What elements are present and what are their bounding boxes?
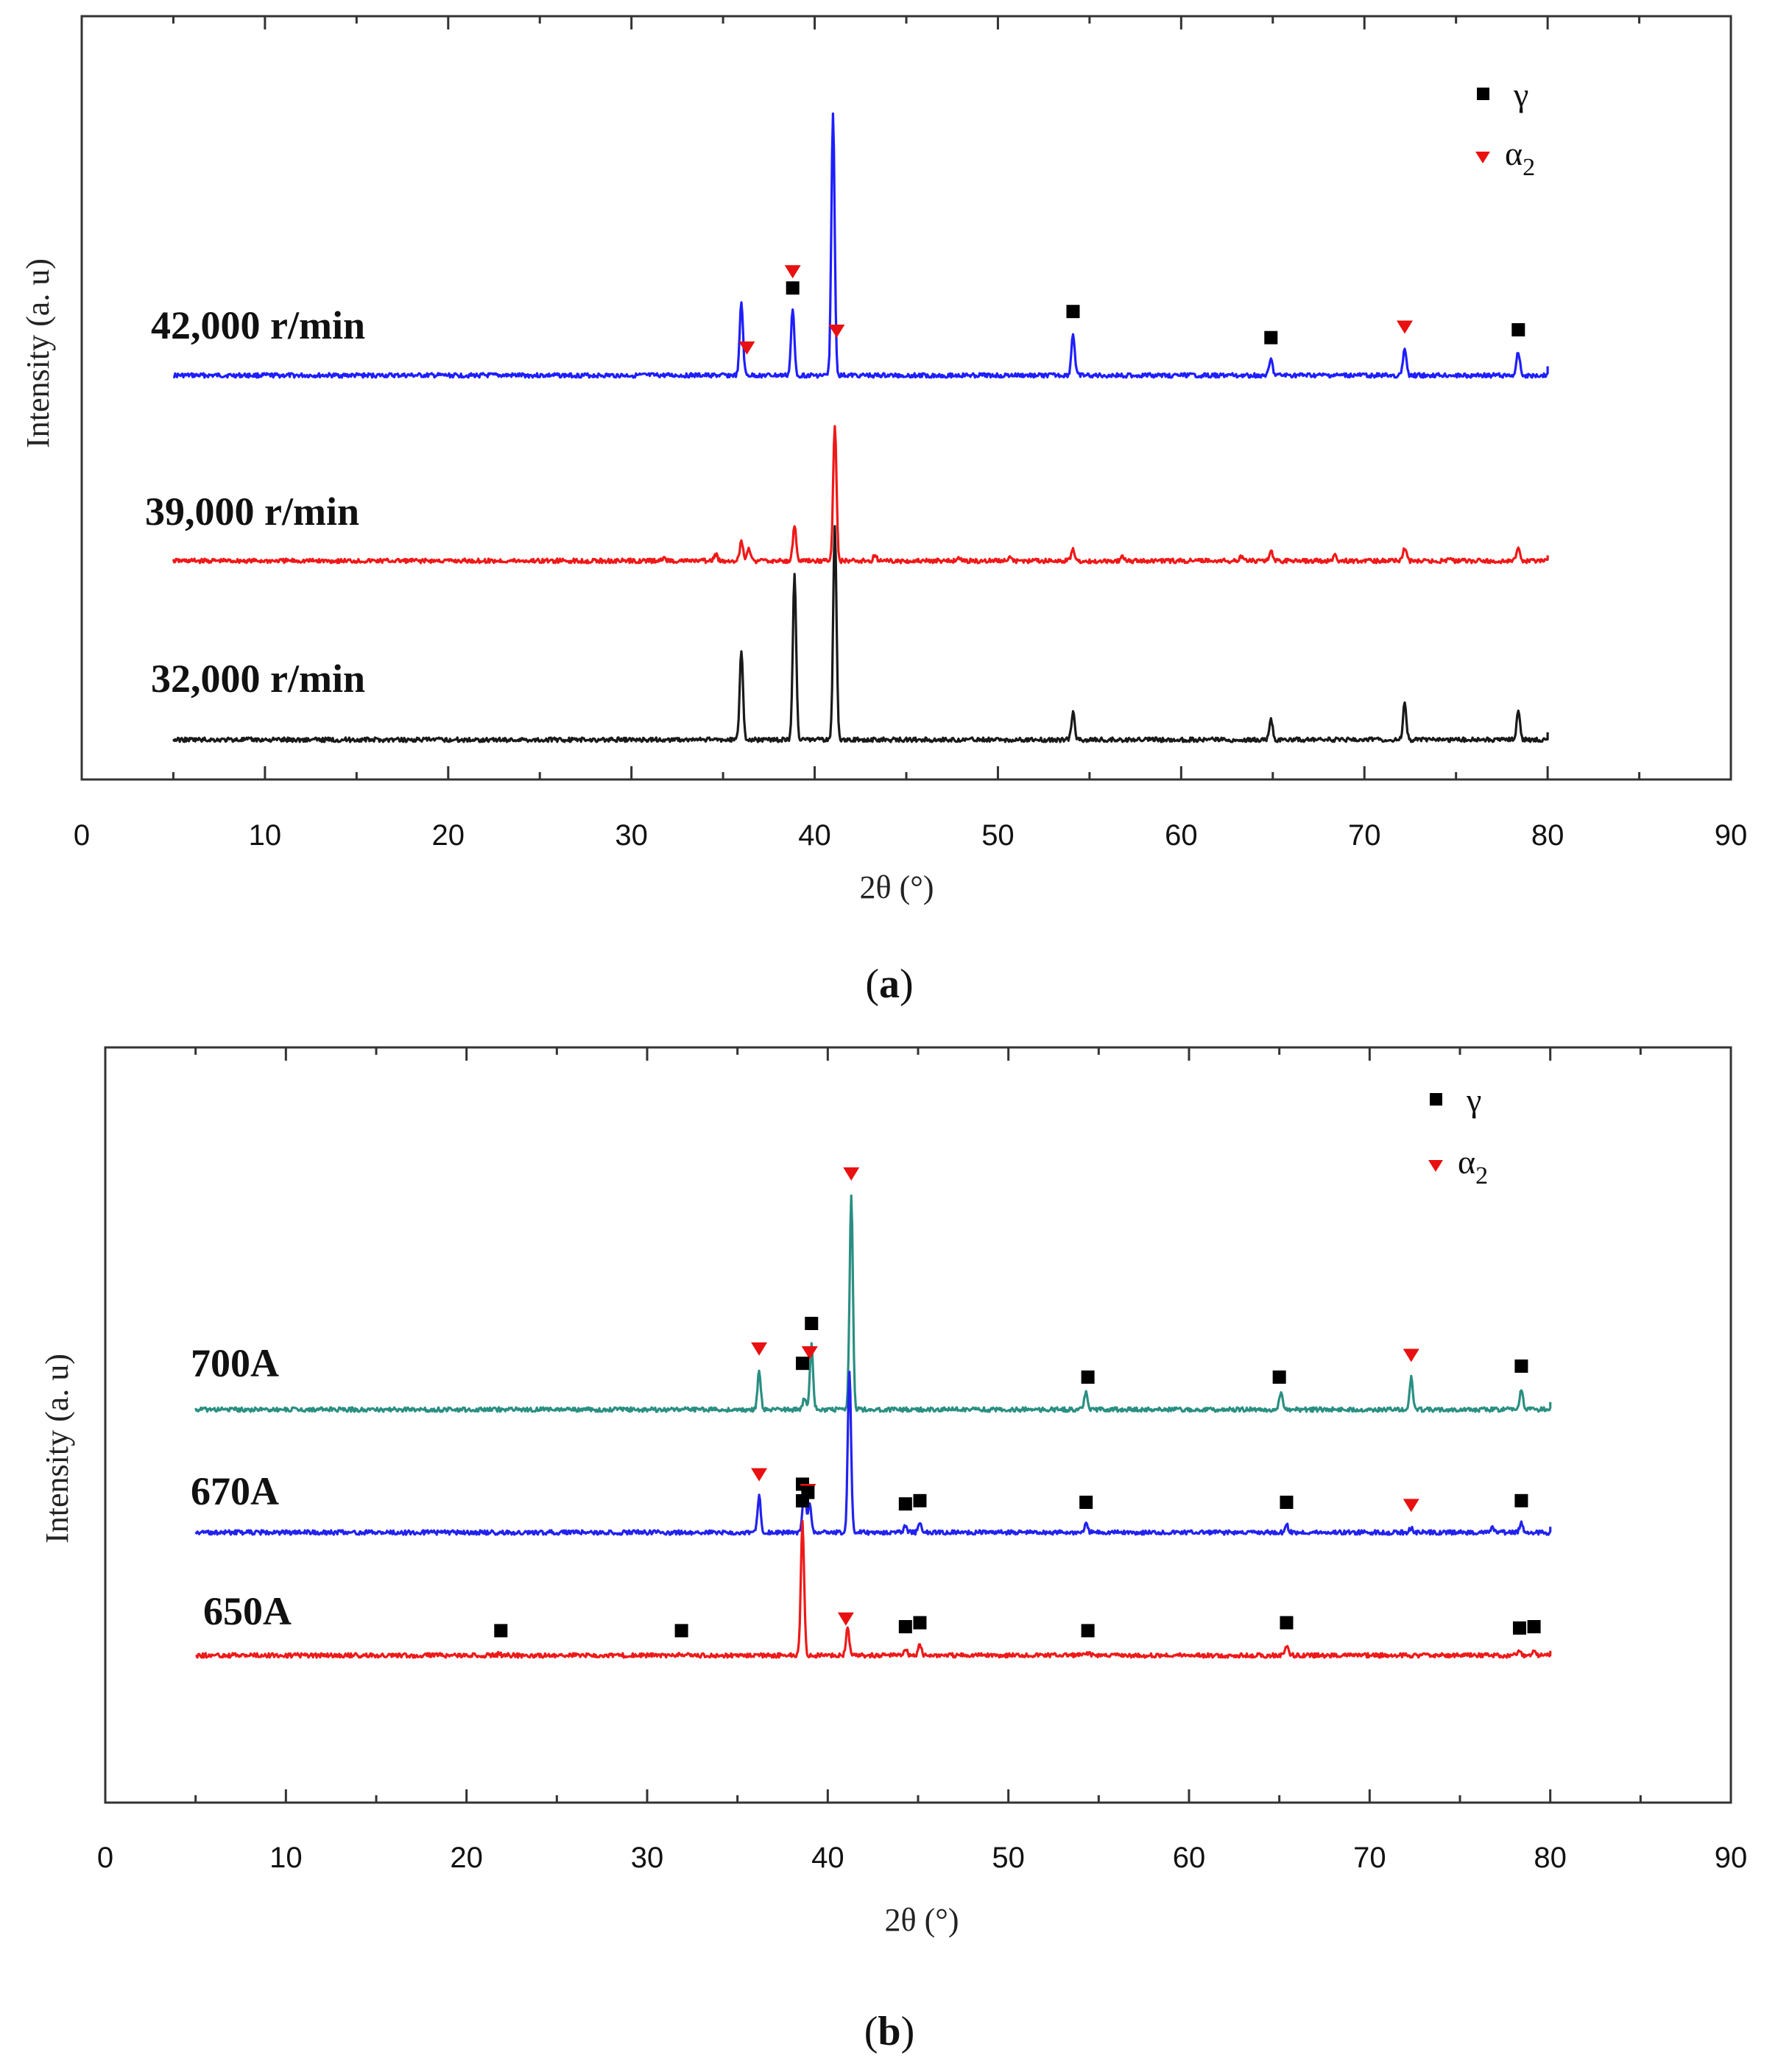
gamma-peak-marker <box>1511 323 1525 337</box>
gamma-peak-marker <box>674 1624 688 1638</box>
x-tick-label: 80 <box>1534 1842 1567 1874</box>
alpha2-peak-marker <box>784 265 801 279</box>
legend-gamma-label: γ <box>1513 76 1528 113</box>
legend-alpha2-label: α2 <box>1505 135 1535 181</box>
series-label: 650A <box>203 1589 292 1633</box>
x-tick-label: 60 <box>1165 819 1198 852</box>
gamma-peak-marker <box>1514 1359 1528 1373</box>
x-tick-label: 10 <box>269 1842 303 1874</box>
y-axis-title: Intensity (a. u) <box>20 258 56 448</box>
gamma-peak-marker <box>786 281 800 295</box>
x-tick-label: 70 <box>1353 1842 1386 1874</box>
gamma-peak-marker <box>1514 1493 1528 1507</box>
gamma-peak-marker <box>1512 1621 1526 1635</box>
legend-gamma-marker <box>1430 1093 1442 1106</box>
gamma-peak-marker <box>494 1624 508 1638</box>
alpha2-peak-marker <box>837 1612 854 1626</box>
gamma-peak-marker <box>1081 1624 1095 1638</box>
series-line <box>173 112 1549 379</box>
x-tick-label: 40 <box>811 1842 844 1874</box>
gamma-peak-marker <box>1280 1496 1294 1509</box>
x-tick-label: 90 <box>1715 819 1748 852</box>
x-tick-label: 30 <box>615 819 648 852</box>
gamma-peak-marker <box>898 1620 912 1633</box>
series-line <box>194 1371 1552 1536</box>
panel-b-chart: 0 10 20 30 40 50 60 70 80 90 700A 670A 650A γ α2 Int… <box>39 1046 1748 1938</box>
alpha2-peak-marker <box>751 1468 768 1482</box>
x-tick-label: 90 <box>1715 1842 1748 1874</box>
alpha2-peak-marker <box>1403 1499 1419 1513</box>
alpha2-peak-marker <box>801 1346 818 1360</box>
alpha2-peak-marker <box>1403 1348 1419 1362</box>
caption-b: (b) <box>864 2009 914 2054</box>
y-axis-title: Intensity (a. u) <box>39 1354 75 1544</box>
gamma-peak-marker <box>913 1493 927 1507</box>
gamma-peak-marker <box>913 1616 927 1630</box>
alpha2-peak-marker <box>828 324 845 338</box>
series-line <box>194 1194 1552 1413</box>
legend-alpha2-label: α2 <box>1458 1143 1488 1189</box>
x-tick-label: 70 <box>1348 819 1381 852</box>
gamma-peak-marker <box>795 1494 809 1507</box>
gamma-peak-marker <box>805 1316 819 1330</box>
alpha2-peak-marker <box>751 1342 768 1356</box>
plot-frame <box>104 1046 1732 1804</box>
series-line <box>172 425 1549 565</box>
series-label: 670A <box>191 1469 279 1513</box>
gamma-peak-marker <box>1280 1616 1294 1630</box>
x-tick-label: 10 <box>249 819 282 852</box>
series-label: 32,000 r/min <box>151 657 365 701</box>
legend-gamma-label: γ <box>1466 1081 1481 1119</box>
gamma-peak-marker <box>1066 305 1080 319</box>
x-axis-title: 2θ (°) <box>860 869 934 905</box>
legend-alpha2-marker <box>1428 1160 1443 1172</box>
gamma-peak-marker <box>1527 1620 1541 1633</box>
gamma-peak-marker <box>795 1357 809 1371</box>
x-axis-title: 2θ (°) <box>885 1902 959 1938</box>
legend-alpha2-marker <box>1475 152 1490 163</box>
alpha2-peak-marker <box>738 341 755 355</box>
alpha2-peak-marker <box>843 1167 860 1181</box>
x-tick-label: 0 <box>74 819 90 852</box>
gamma-peak-marker <box>1264 330 1278 344</box>
panel-a-chart: 0 10 20 30 40 50 60 70 80 90 42,000 r/min 39,000 r… <box>20 15 1748 905</box>
x-tick-label: 50 <box>981 819 1015 852</box>
x-tick-label: 30 <box>631 1842 664 1874</box>
gamma-peak-marker <box>1081 1370 1095 1384</box>
series-label: 42,000 r/min <box>151 303 365 347</box>
x-tick-label: 0 <box>97 1842 113 1874</box>
x-tick-label: 60 <box>1173 1842 1206 1874</box>
caption-a: (a) <box>865 961 913 1007</box>
series-label: 700A <box>191 1341 279 1385</box>
gamma-peak-marker <box>1272 1370 1286 1384</box>
x-tick-label: 20 <box>450 1842 483 1874</box>
x-tick-label: 50 <box>992 1842 1025 1874</box>
legend-gamma-marker <box>1477 88 1489 100</box>
gamma-peak-marker <box>1079 1496 1093 1509</box>
gamma-peak-marker <box>898 1497 912 1511</box>
series-label: 39,000 r/min <box>145 489 359 534</box>
series-line <box>172 525 1549 743</box>
alpha2-peak-marker <box>1396 320 1413 334</box>
x-tick-label: 20 <box>432 819 465 852</box>
series-line <box>195 1519 1552 1659</box>
x-tick-label: 40 <box>798 819 831 852</box>
x-tick-label: 80 <box>1531 819 1564 852</box>
